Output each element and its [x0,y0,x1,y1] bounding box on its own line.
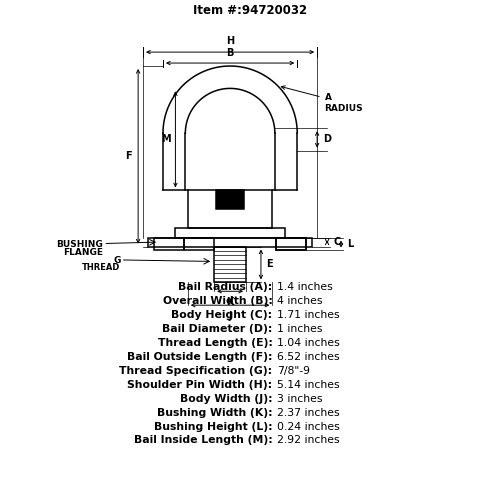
Text: C: C [333,237,340,247]
Text: 4 inches: 4 inches [278,296,323,306]
Bar [148,238,312,246]
Text: Bail Radius (A):: Bail Radius (A): [178,282,272,292]
Text: 5.14 inches: 5.14 inches [278,380,340,390]
Text: Bushing Width (K):: Bushing Width (K): [157,408,272,418]
Text: Overall Width (B):: Overall Width (B): [162,296,272,306]
Text: 1 inches: 1 inches [278,324,323,334]
Bar [214,246,246,282]
Text: Bail Diameter (D):: Bail Diameter (D): [162,324,272,334]
Bar [184,238,214,250]
Text: J: J [228,310,232,320]
Bar [276,238,306,250]
Bar [154,238,184,250]
Bar [216,190,244,209]
Text: Bail Inside Length (M):: Bail Inside Length (M): [134,436,272,446]
Text: FLANGE: FLANGE [64,248,104,256]
Text: 0.24 inches: 0.24 inches [278,422,340,432]
Text: 2.37 inches: 2.37 inches [278,408,340,418]
Text: M: M [161,134,170,144]
Text: B: B [226,48,234,58]
Text: D: D [323,134,331,144]
Bar [188,190,272,228]
Text: Body Height (C):: Body Height (C): [172,310,272,320]
Text: Item #:94720032: Item #:94720032 [193,4,307,17]
Text: Thread Length (E):: Thread Length (E): [158,338,272,348]
Text: K: K [226,296,234,306]
Text: F: F [126,152,132,162]
Text: Bail Outside Length (F):: Bail Outside Length (F): [127,352,272,362]
Text: 6.52 inches: 6.52 inches [278,352,340,362]
Text: G: G [114,256,120,266]
Text: Bushing Height (L):: Bushing Height (L): [154,422,272,432]
Bar [276,238,306,250]
Text: E: E [266,260,272,270]
Bar [176,228,285,237]
Text: 1.4 inches: 1.4 inches [278,282,333,292]
Text: 1.71 inches: 1.71 inches [278,310,340,320]
Text: Shoulder Pin Width (H):: Shoulder Pin Width (H): [128,380,272,390]
Text: Body Width (J):: Body Width (J): [180,394,272,404]
Text: 1.04 inches: 1.04 inches [278,338,340,348]
Text: 7/8"-9: 7/8"-9 [278,366,310,376]
Text: L: L [347,239,353,249]
Text: A
RADIUS: A RADIUS [282,86,363,113]
Text: Thread Specification (G):: Thread Specification (G): [120,366,272,376]
Text: H: H [226,36,234,46]
Text: 3 inches: 3 inches [278,394,323,404]
Text: 2.92 inches: 2.92 inches [278,436,340,446]
Text: THREAD: THREAD [82,264,120,272]
Text: BUSHING: BUSHING [56,240,104,249]
